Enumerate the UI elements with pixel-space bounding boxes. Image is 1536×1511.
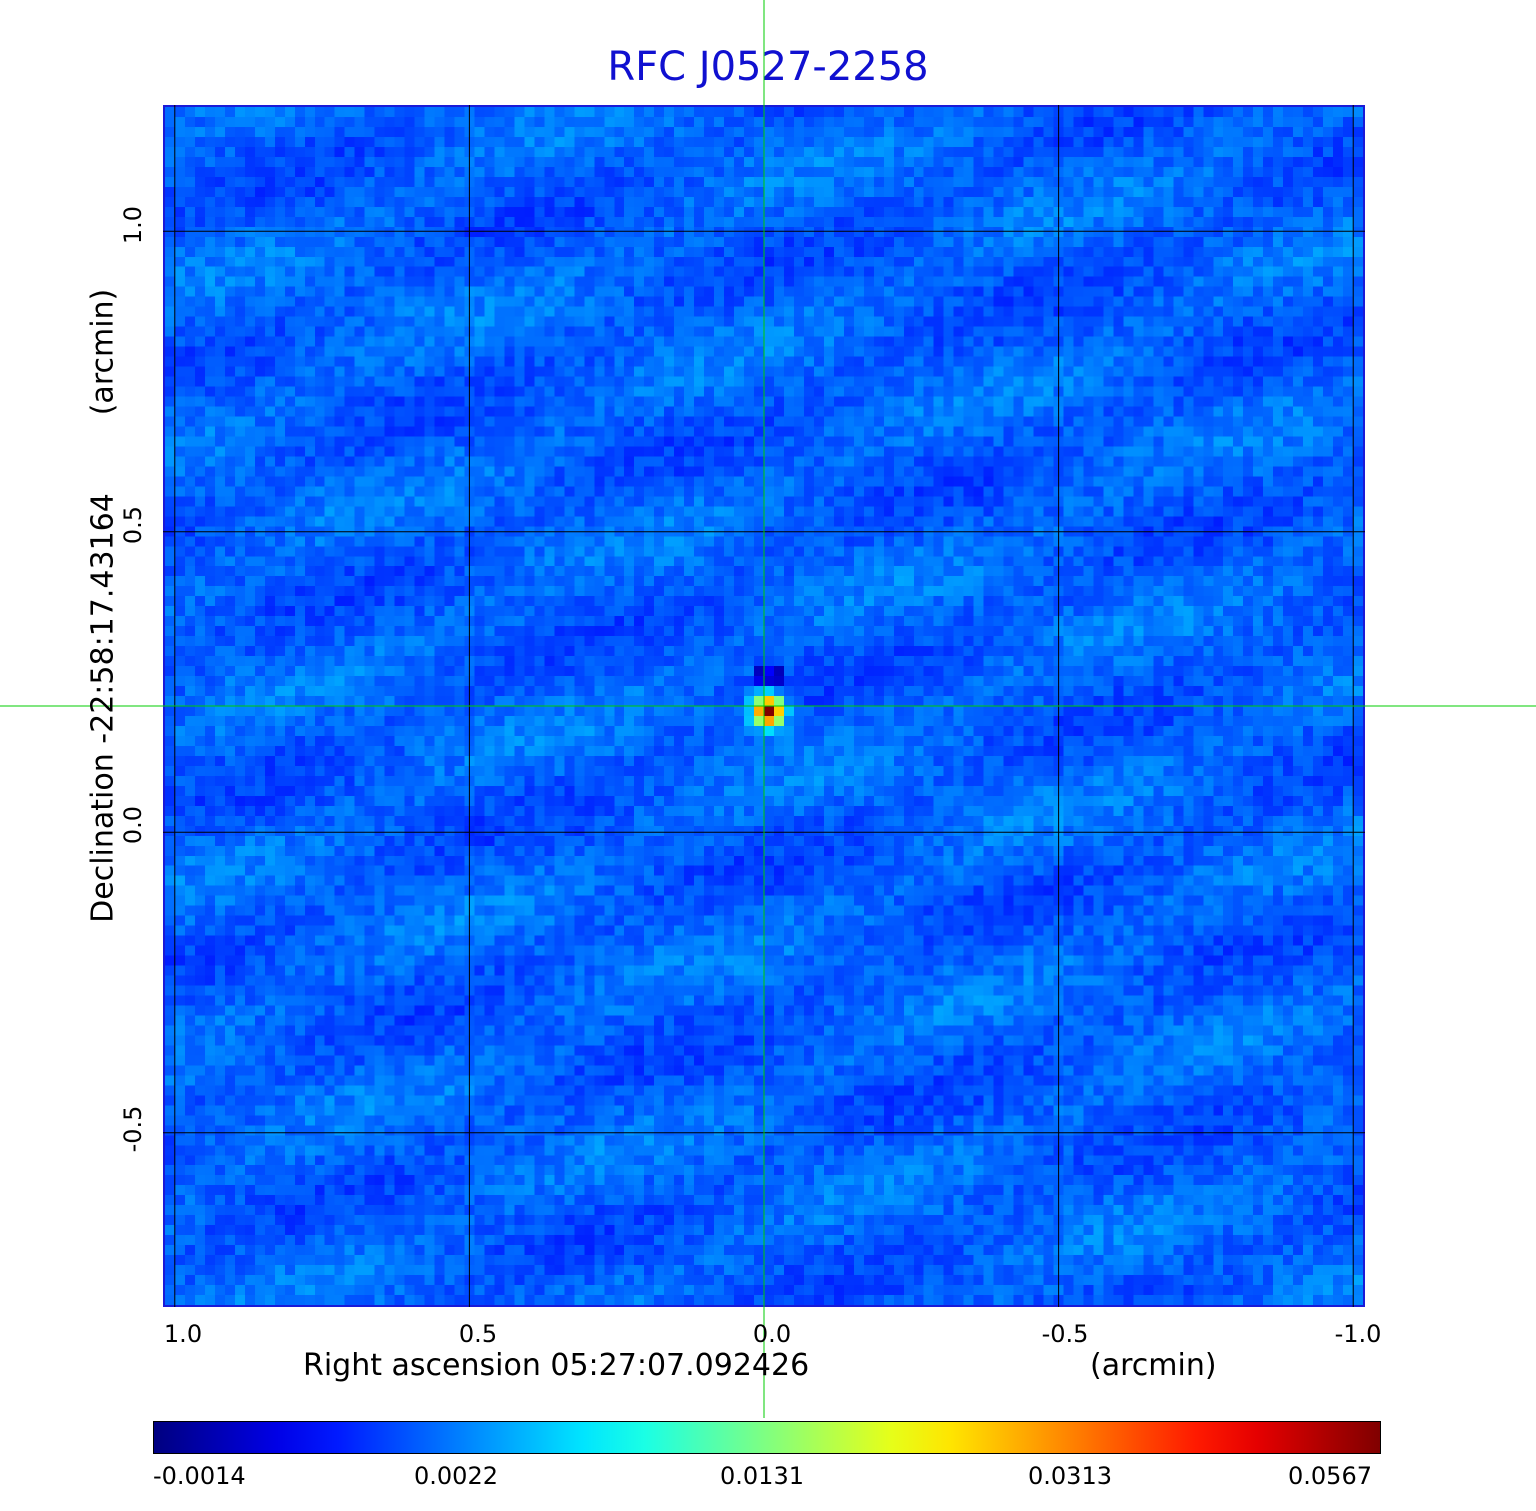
y-tick-label: -0.5 — [119, 1105, 147, 1153]
x-tick-label: 1.0 — [163, 1320, 203, 1348]
colorbar-tick-label: 0.0567 — [1288, 1462, 1372, 1490]
y-tick-label: 1.0 — [119, 205, 147, 245]
x-tick-label: -0.5 — [1041, 1320, 1089, 1348]
y-axis-unit: (arcmin) — [85, 288, 121, 416]
x-axis-label: Right ascension 05:27:07.092426 — [303, 1348, 810, 1383]
x-tick-label: 0.5 — [458, 1320, 498, 1348]
intensity-map — [165, 107, 1363, 1305]
colorbar-tick-label: 0.0313 — [1028, 1462, 1112, 1490]
x-axis-unit: (arcmin) — [1090, 1348, 1217, 1383]
y-tick-label: 0.5 — [119, 505, 147, 545]
colorbar-tick-label: 0.0022 — [414, 1462, 498, 1490]
image-plot-area[interactable] — [163, 105, 1365, 1307]
figure-title: RFC J0527-2258 — [607, 44, 929, 90]
y-tick-label: 0.0 — [119, 805, 147, 845]
x-tick-label: 0.0 — [752, 1320, 792, 1348]
x-tick-label: -1.0 — [1334, 1320, 1382, 1348]
colorbar-tick-label: -0.0014 — [153, 1462, 246, 1490]
colorbar — [153, 1421, 1381, 1454]
colorbar-tick-label: 0.0131 — [720, 1462, 804, 1490]
y-axis-label: Declination -22:58:17.43164 — [85, 493, 121, 923]
